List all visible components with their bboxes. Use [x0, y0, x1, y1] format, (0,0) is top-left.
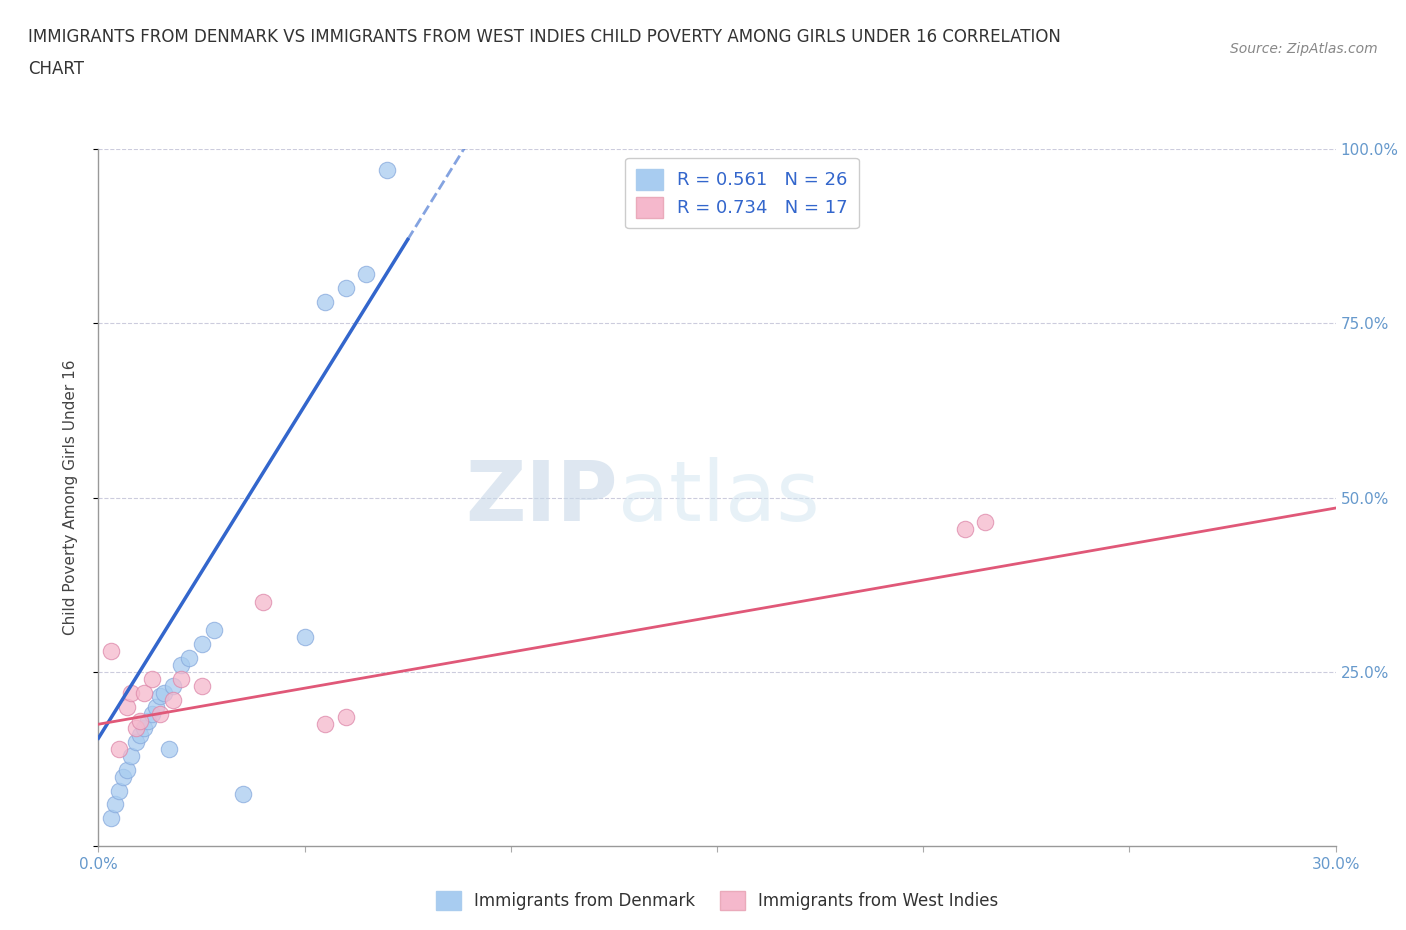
Point	[162, 679, 184, 694]
Point	[104, 797, 127, 812]
Point	[153, 685, 176, 700]
Point	[190, 637, 212, 652]
Point	[128, 713, 150, 728]
Point	[100, 644, 122, 658]
Point	[335, 710, 357, 724]
Point	[141, 707, 163, 722]
Point	[145, 699, 167, 714]
Point	[314, 717, 336, 732]
Point	[179, 651, 201, 666]
Point	[108, 783, 131, 798]
Point	[162, 692, 184, 708]
Point	[314, 295, 336, 310]
Text: ZIP: ZIP	[465, 457, 619, 538]
Point	[202, 623, 225, 638]
Point	[232, 787, 254, 802]
Text: atlas: atlas	[619, 457, 820, 538]
Point	[141, 671, 163, 686]
Point	[190, 679, 212, 694]
Point	[157, 741, 180, 756]
Point	[120, 685, 142, 700]
Point	[124, 721, 146, 736]
Text: CHART: CHART	[28, 60, 84, 78]
Point	[375, 163, 398, 178]
Point	[128, 727, 150, 742]
Point	[170, 671, 193, 686]
Text: IMMIGRANTS FROM DENMARK VS IMMIGRANTS FROM WEST INDIES CHILD POVERTY AMONG GIRLS: IMMIGRANTS FROM DENMARK VS IMMIGRANTS FR…	[28, 28, 1062, 46]
Point	[149, 707, 172, 722]
Point	[136, 713, 159, 728]
Point	[294, 630, 316, 644]
Point	[120, 748, 142, 763]
Point	[132, 721, 155, 736]
Point	[170, 658, 193, 672]
Point	[112, 769, 135, 784]
Point	[100, 811, 122, 826]
Point	[124, 735, 146, 750]
Text: Source: ZipAtlas.com: Source: ZipAtlas.com	[1230, 42, 1378, 56]
Point	[117, 763, 139, 777]
Point	[132, 685, 155, 700]
Point	[356, 267, 378, 282]
Legend: Immigrants from Denmark, Immigrants from West Indies: Immigrants from Denmark, Immigrants from…	[427, 883, 1007, 918]
Point	[252, 595, 274, 610]
Y-axis label: Child Poverty Among Girls Under 16: Child Poverty Among Girls Under 16	[63, 360, 77, 635]
Point	[335, 281, 357, 296]
Point	[953, 522, 976, 537]
Point	[974, 514, 997, 529]
Point	[108, 741, 131, 756]
Point	[149, 689, 172, 704]
Point	[117, 699, 139, 714]
